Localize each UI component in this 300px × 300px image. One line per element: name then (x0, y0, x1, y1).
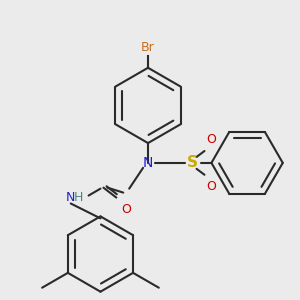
Text: H: H (74, 191, 83, 204)
Text: O: O (121, 202, 131, 215)
Text: O: O (206, 180, 216, 193)
Text: S: S (187, 155, 198, 170)
Text: N: N (66, 191, 75, 204)
Text: N: N (143, 156, 153, 170)
Text: Br: Br (141, 41, 155, 54)
Text: O: O (206, 133, 216, 146)
